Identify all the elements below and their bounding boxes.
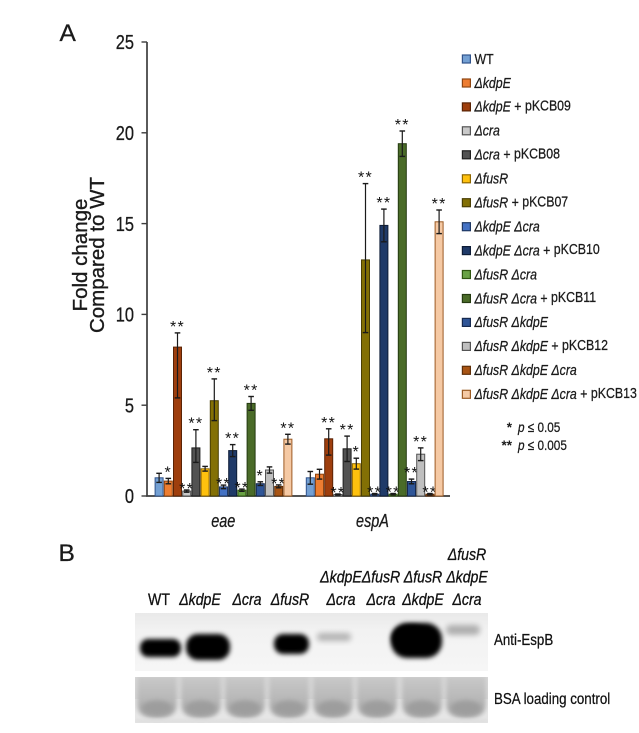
svg-text:*: *	[257, 468, 265, 485]
svg-text:15: 15	[116, 212, 134, 235]
svg-text:ΔfusR ΔkdpE + pKCB12: ΔfusR ΔkdpE + pKCB12	[474, 337, 608, 354]
svg-text:ΔfusR: ΔfusR	[403, 568, 442, 586]
svg-text:*: *	[353, 444, 361, 461]
svg-text:WT: WT	[475, 51, 494, 67]
svg-text:ΔkdpE Δcra + pKCB10: ΔkdpE Δcra + pKCB10	[474, 241, 601, 258]
svg-text:ΔkdpE + pKCB09: ΔkdpE + pKCB09	[474, 98, 571, 115]
svg-text:**: **	[330, 485, 345, 502]
svg-text:**: **	[413, 434, 428, 451]
svg-text:**: **	[501, 438, 512, 453]
svg-text:p ≤ 0.05: p ≤ 0.05	[517, 419, 560, 435]
svg-text:**: **	[188, 416, 203, 433]
svg-text:A: A	[60, 20, 77, 47]
svg-text:**: **	[207, 365, 222, 382]
svg-text:ΔfusR ΔkdpE Δcra + pKCB13: ΔfusR ΔkdpE Δcra + pKCB13	[474, 385, 637, 402]
svg-text:Anti-EspB: Anti-EspB	[494, 632, 553, 649]
svg-text:**: **	[170, 319, 185, 336]
svg-text:ΔkdpE Δcra: ΔkdpE Δcra	[474, 219, 541, 235]
svg-text:eae: eae	[211, 510, 235, 531]
svg-text:**: **	[271, 476, 286, 493]
svg-text:*: *	[165, 464, 173, 481]
svg-text:BSA loading control: BSA loading control	[494, 691, 610, 708]
svg-text:ΔfusR: ΔfusR	[361, 568, 400, 586]
svg-text:ΔfusR: ΔfusR	[270, 591, 309, 609]
svg-text:5: 5	[125, 394, 134, 417]
svg-text:25: 25	[116, 30, 134, 53]
svg-text:Δcra: Δcra	[452, 591, 482, 609]
svg-text:**: **	[395, 117, 410, 134]
svg-text:**: **	[358, 170, 373, 187]
svg-text:ΔfusR Δcra + pKCB11: ΔfusR Δcra + pKCB11	[474, 289, 597, 306]
svg-text:**: **	[386, 485, 401, 502]
svg-text:**: **	[216, 476, 231, 493]
svg-text:**: **	[367, 485, 382, 502]
svg-text:**: **	[280, 420, 295, 437]
svg-text:20: 20	[116, 121, 134, 144]
svg-text:**: **	[225, 431, 240, 448]
svg-text:ΔfusR Δcra: ΔfusR Δcra	[474, 266, 538, 282]
svg-text:ΔkdpE: ΔkdpE	[445, 568, 488, 586]
svg-text:**: **	[432, 196, 447, 213]
svg-text:**: **	[404, 465, 419, 482]
svg-text:p ≤ 0.005: p ≤ 0.005	[517, 437, 567, 453]
svg-text:ΔkdpE: ΔkdpE	[401, 591, 444, 609]
svg-text:ΔfusR + pKCB07: ΔfusR + pKCB07	[474, 193, 569, 210]
svg-text:Δcra: Δcra	[232, 591, 262, 609]
svg-text:ΔkdpE: ΔkdpE	[319, 568, 362, 586]
svg-text:ΔfusR ΔkdpE: ΔfusR ΔkdpE	[474, 314, 549, 330]
svg-text:WT: WT	[148, 591, 170, 609]
svg-text:Compared to WT: Compared to WT	[86, 176, 109, 333]
svg-text:ΔkdpE: ΔkdpE	[474, 75, 512, 91]
svg-text:ΔfusR: ΔfusR	[447, 546, 486, 564]
svg-text:**: **	[422, 485, 437, 502]
svg-text:10: 10	[116, 303, 134, 326]
svg-text:**: **	[340, 422, 355, 439]
svg-text:ΔkdpE: ΔkdpE	[178, 591, 221, 609]
svg-text:**: **	[376, 195, 391, 212]
svg-text:**: **	[234, 480, 249, 497]
svg-text:**: **	[321, 415, 336, 432]
svg-text:B: B	[59, 540, 75, 567]
svg-text:ΔfusR: ΔfusR	[474, 171, 509, 187]
svg-text:*: *	[507, 420, 513, 435]
svg-text:Δcra: Δcra	[474, 123, 501, 139]
svg-text:**: **	[244, 383, 259, 400]
svg-text:espA: espA	[356, 510, 389, 531]
svg-text:**: **	[179, 481, 194, 498]
svg-text:Δcra: Δcra	[326, 591, 356, 609]
svg-text:Δcra: Δcra	[366, 591, 396, 609]
svg-text:ΔfusR ΔkdpE Δcra: ΔfusR ΔkdpE Δcra	[474, 362, 578, 378]
svg-text:0: 0	[125, 484, 134, 507]
svg-text:Fold change: Fold change	[69, 199, 92, 312]
svg-text:Δcra + pKCB08: Δcra + pKCB08	[474, 145, 560, 162]
